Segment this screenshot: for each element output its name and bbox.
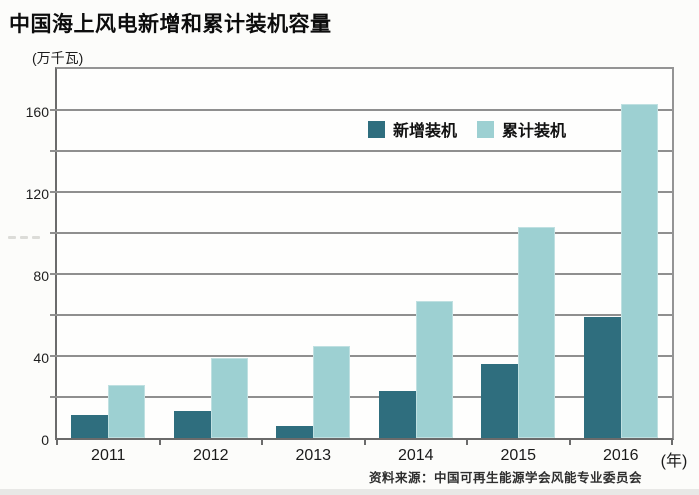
bar-group-2016 bbox=[570, 103, 673, 438]
x-axis-label-2011: 2011 bbox=[91, 447, 126, 464]
legend-swatch-cumulative-icon bbox=[477, 120, 495, 138]
y-axis-tick-label-0: 0 bbox=[41, 432, 49, 448]
x-axis-tick bbox=[363, 438, 366, 445]
gridline-20 bbox=[50, 396, 672, 398]
x-axis-labels: 2011 2012 2013 2014 2015 2016 bbox=[57, 447, 672, 465]
scan-artifact-dashes bbox=[8, 236, 40, 239]
chart-legend: 新增装机 累计装机 bbox=[368, 117, 566, 141]
x-axis-label-2014: 2014 bbox=[397, 447, 434, 464]
gridline-60 bbox=[50, 314, 672, 316]
bar-new-2016 bbox=[583, 317, 621, 438]
legend-swatch-new-icon bbox=[368, 120, 385, 138]
y-axis-tick-label-40: 40 bbox=[33, 350, 49, 366]
x-axis-label-2012: 2012 bbox=[192, 447, 229, 464]
gridline-140 bbox=[50, 150, 672, 152]
x-axis-tick bbox=[158, 438, 161, 445]
gridline-100 bbox=[50, 232, 672, 234]
bar-group-2012 bbox=[160, 358, 263, 438]
bar-group-2013 bbox=[262, 345, 365, 438]
x-axis-label-2013: 2013 bbox=[295, 447, 332, 464]
x-axis-tick bbox=[56, 438, 58, 445]
dash-mark bbox=[32, 236, 40, 239]
gridline-80 bbox=[50, 273, 672, 275]
chart-title: 中国海上风电新增和累计装机容量 bbox=[9, 13, 332, 36]
bottom-scan-strip bbox=[0, 489, 699, 495]
x-axis-tick bbox=[466, 438, 468, 445]
x-axis-tick bbox=[568, 438, 571, 445]
bar-group-2014 bbox=[365, 300, 468, 438]
dash-mark bbox=[8, 236, 16, 239]
bar-cumulative-2014 bbox=[415, 300, 453, 438]
bar-group-2015 bbox=[467, 226, 570, 438]
gridline-120 bbox=[50, 191, 672, 193]
bar-cumulative-2011 bbox=[108, 384, 146, 438]
bar-new-2011 bbox=[71, 415, 109, 438]
legend-item-new: 新增装机 bbox=[368, 117, 457, 141]
x-axis-unit-label: (年) bbox=[660, 453, 688, 470]
bar-group-2011 bbox=[57, 384, 160, 438]
bar-cumulative-2013 bbox=[313, 345, 351, 438]
x-axis-label-2015: 2015 bbox=[500, 447, 537, 464]
bar-cumulative-2012 bbox=[210, 358, 248, 438]
bar-new-2014 bbox=[378, 390, 416, 438]
y-axis-tick-labels: 0 40 80 120 160 bbox=[0, 69, 49, 448]
bar-new-2013 bbox=[276, 425, 314, 438]
bar-new-2012 bbox=[173, 411, 211, 438]
y-axis-unit-label: (万千瓦) bbox=[32, 50, 84, 66]
y-axis-tick-label-160: 160 bbox=[25, 104, 49, 120]
x-axis-label-2016: 2016 bbox=[602, 447, 639, 464]
bar-cumulative-2015 bbox=[518, 226, 556, 438]
x-axis-tick bbox=[261, 438, 263, 445]
y-axis-tick-label-120: 120 bbox=[25, 186, 49, 202]
bar-new-2015 bbox=[481, 364, 519, 438]
bar-cumulative-2016 bbox=[620, 103, 658, 438]
y-axis-tick-label-80: 80 bbox=[33, 268, 49, 284]
dash-mark bbox=[20, 236, 28, 239]
legend-label-new: 新增装机 bbox=[393, 123, 458, 140]
x-axis-tick bbox=[671, 438, 673, 445]
gridline-40 bbox=[50, 355, 672, 357]
legend-label-cumulative: 累计装机 bbox=[502, 123, 567, 140]
gridline-160 bbox=[50, 109, 672, 111]
legend-item-cumulative: 累计装机 bbox=[477, 117, 566, 141]
source-note: 资料来源：中国可再生能源学会风能专业委员会 bbox=[368, 471, 642, 485]
plot-area bbox=[50, 67, 674, 440]
